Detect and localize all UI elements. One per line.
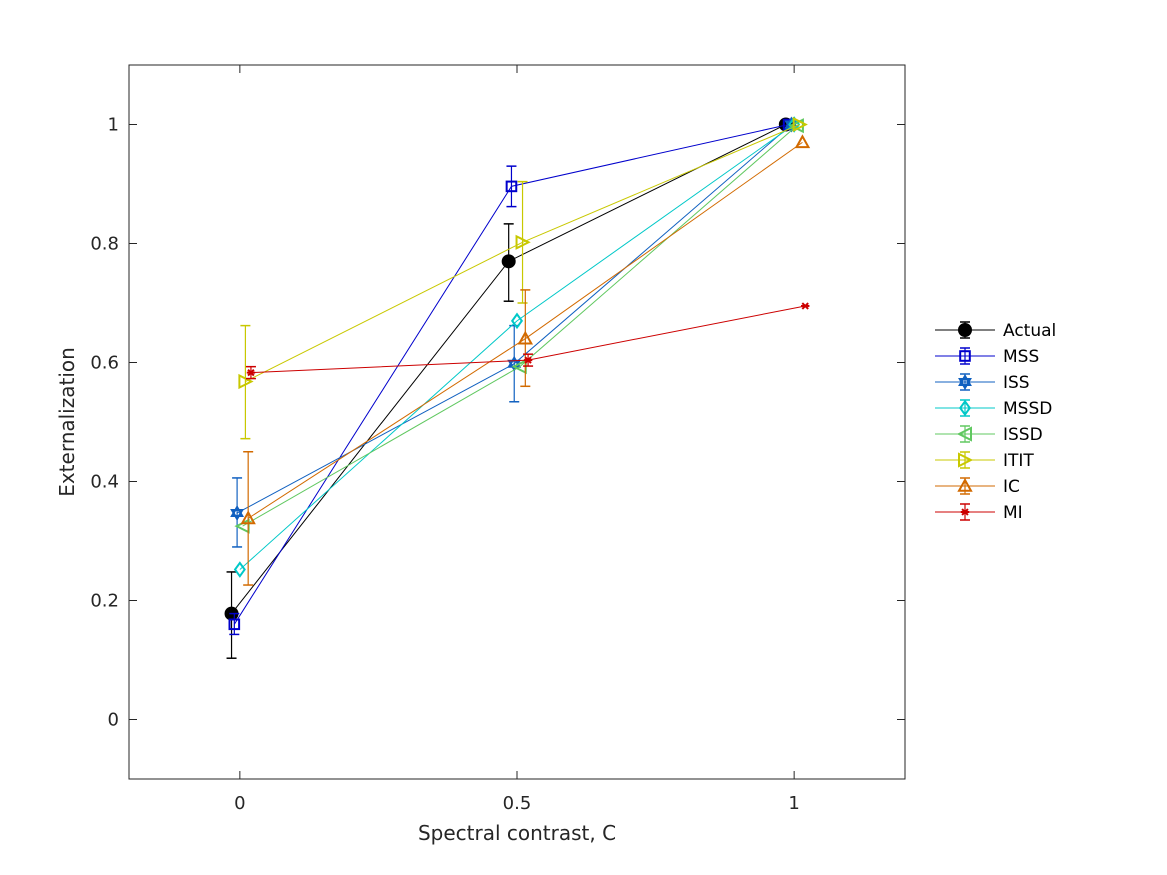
series-mi	[245, 302, 810, 380]
y-tick-label: 0.4	[90, 472, 119, 493]
marker-square	[505, 180, 518, 193]
legend-item-actual: Actual	[935, 321, 1056, 341]
legend-label: ITIT	[1003, 451, 1034, 471]
marker-square	[228, 618, 241, 631]
marker-circle	[958, 323, 972, 337]
series-line	[239, 124, 795, 570]
marker-circle	[501, 254, 516, 269]
legend-label: MSSD	[1003, 399, 1052, 419]
series-mssd	[233, 116, 801, 578]
legend: Actual MSS ISS MSSD ISSD ITIT IC MI	[935, 321, 1056, 523]
y-tick-label: 1	[108, 115, 119, 136]
marker-asterisk	[247, 368, 255, 377]
x-axis-label: Spectral contrast, C	[418, 821, 616, 845]
series-iss	[230, 116, 799, 548]
ticks: 0 0.5 1 0 0.2 0.4 0.6 0.8 1	[90, 65, 905, 814]
marker-triangle-right	[958, 452, 974, 468]
x-tick-label: 0.5	[503, 793, 532, 814]
marker-hexagram	[958, 374, 972, 386]
legend-label: Actual	[1003, 321, 1056, 341]
marker-triangle-up	[957, 477, 973, 492]
legend-item-mss: MSS	[935, 347, 1039, 367]
legend-item-mi: MI	[935, 503, 1023, 523]
marker-hexagram	[958, 378, 972, 390]
series-ic	[240, 134, 811, 586]
marker-asterisk	[801, 302, 809, 310]
x-tick-label: 1	[788, 793, 799, 814]
y-axis-label: Externalization	[55, 347, 79, 497]
y-tick-label: 0	[108, 710, 119, 731]
legend-label: MSS	[1003, 347, 1039, 367]
legend-item-mssd: MSSD	[935, 399, 1052, 419]
series-itit	[238, 116, 808, 440]
marker-diamond	[510, 312, 524, 330]
legend-item-iss: ISS	[935, 373, 1030, 393]
marker-asterisk	[961, 508, 969, 516]
marker-square	[959, 350, 971, 362]
marker-asterisk	[524, 356, 532, 364]
legend-label: IC	[1003, 477, 1020, 497]
marker-hexagram	[230, 509, 245, 522]
marker-triangle-right	[515, 234, 531, 250]
y-tick-label: 0.6	[90, 353, 119, 374]
marker-triangle-up	[794, 134, 811, 149]
series-line	[231, 124, 787, 614]
legend-label: ISS	[1003, 373, 1030, 393]
series-line	[242, 125, 798, 527]
marker-triangle-up	[517, 330, 534, 345]
legend-item-ic: IC	[935, 477, 1020, 497]
marker-triangle-right	[792, 116, 808, 133]
legend-item-issd: ISSD	[935, 425, 1043, 445]
legend-label: ISSD	[1003, 425, 1043, 445]
y-tick-label: 0.8	[90, 234, 119, 255]
marker-hexagram	[230, 505, 245, 518]
legend-label: MI	[1003, 503, 1023, 523]
marker-diamond	[233, 561, 246, 578]
marker-triangle-right	[238, 373, 254, 390]
legend-item-itit: ITIT	[935, 451, 1034, 471]
y-tick-label: 0.2	[90, 591, 119, 612]
series-actual	[224, 117, 793, 659]
series-layer	[224, 116, 811, 659]
marker-diamond	[958, 399, 972, 417]
series-mss	[228, 118, 795, 636]
marker-triangle-up	[240, 510, 256, 525]
marker-triangle-left	[956, 426, 972, 442]
x-tick-label: 0	[234, 793, 245, 814]
